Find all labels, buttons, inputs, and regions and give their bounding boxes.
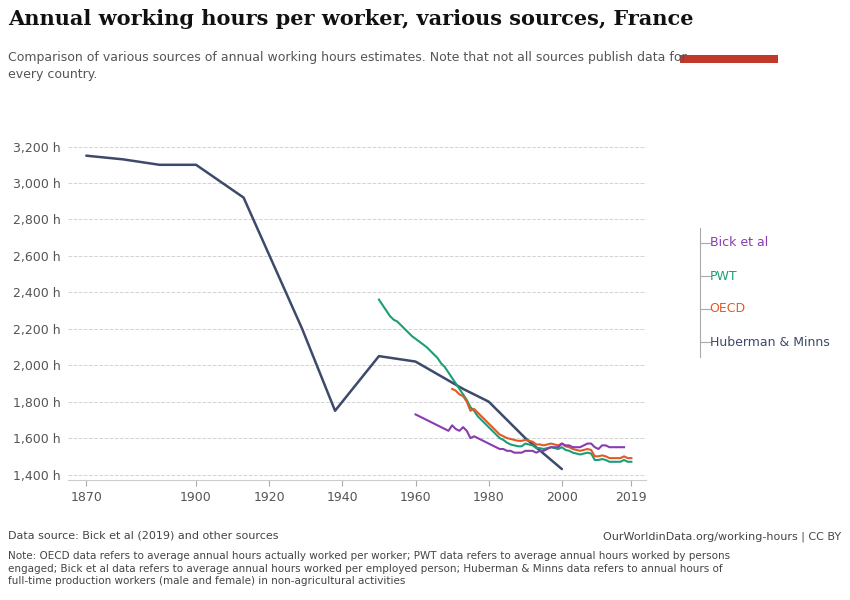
Text: Huberman & Minns: Huberman & Minns — [710, 335, 830, 349]
Bar — [680, 55, 778, 63]
Text: Data source: Bick et al (2019) and other sources: Data source: Bick et al (2019) and other… — [8, 531, 279, 541]
Text: in Data: in Data — [707, 35, 750, 45]
Text: PWT: PWT — [710, 269, 737, 283]
Text: Comparison of various sources of annual working hours estimates. Note that not a: Comparison of various sources of annual … — [8, 51, 687, 81]
Text: OurWorldinData.org/working-hours | CC BY: OurWorldinData.org/working-hours | CC BY — [604, 531, 842, 541]
Text: Annual working hours per worker, various sources, France: Annual working hours per worker, various… — [8, 9, 694, 29]
Text: Bick et al: Bick et al — [710, 236, 768, 250]
Text: Our World: Our World — [699, 22, 758, 32]
Text: OECD: OECD — [710, 302, 746, 316]
Text: Note: OECD data refers to average annual hours actually worked per worker; PWT d: Note: OECD data refers to average annual… — [8, 551, 731, 586]
